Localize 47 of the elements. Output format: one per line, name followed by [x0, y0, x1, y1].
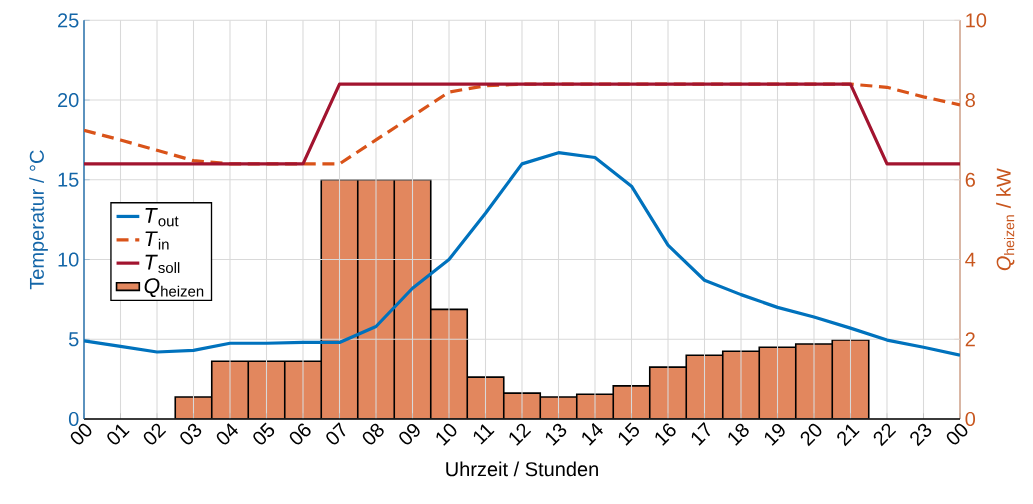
x-tick-label: 08 [362, 423, 384, 445]
x-tick-label: 18 [728, 423, 749, 446]
y-axis-title: Temperatur / °C [29, 150, 48, 290]
x-axis-title: Uhrzeit / Stunden [446, 461, 598, 477]
x-tick-label: 12 [509, 423, 532, 446]
y2-tick-label: 10 [966, 13, 987, 28]
bar [248, 361, 285, 419]
x-tick-label: 13 [545, 423, 567, 446]
x-tick-label: 07 [326, 422, 346, 445]
bar [321, 179, 358, 419]
legend-label: Q$_{heizen}$ [144, 278, 204, 298]
x-tick-label: 01 [107, 424, 130, 445]
x-tick-label: 03 [180, 423, 202, 445]
x-tick-label: 23 [910, 423, 932, 447]
x-tick-label: 10 [436, 423, 457, 446]
line-series [84, 151, 960, 357]
y2-axis-title: Q$_{heizen}$ / kW [996, 168, 1015, 271]
x-tick-label: 15 [618, 422, 639, 446]
legend-label: T$_{in}$ [145, 231, 169, 250]
x-tick-label: 16 [655, 423, 676, 446]
y2-tick-label: 8 [965, 92, 975, 108]
x-tick-label: 09 [399, 423, 420, 445]
y-tick-label: 15 [58, 172, 79, 187]
y2-tick-label: 4 [965, 252, 976, 267]
bar [394, 179, 431, 419]
x-tick-label: 14 [582, 423, 603, 446]
bar [759, 347, 796, 419]
y2-tick-label: 2 [965, 332, 975, 347]
legend-label: T$_{soll}$ [145, 254, 180, 274]
y-tick-label: 5 [68, 332, 79, 347]
x-tick-label: 02 [143, 423, 167, 445]
x-tick-label: 05 [253, 422, 275, 445]
x-tick-label: 17 [691, 421, 711, 446]
x-tick-label: 20 [800, 423, 822, 447]
x-tick-label: 04 [216, 423, 239, 445]
legend-label: T$_{out}$ [145, 208, 179, 227]
x-tick-label: 22 [873, 423, 897, 447]
x-tick-label: 06 [289, 423, 311, 445]
x-tick-label: 11 [473, 424, 495, 445]
bar [686, 355, 723, 419]
y2-tick-label: 6 [965, 172, 975, 187]
bar [831, 339, 870, 419]
x-tick-label: 21 [837, 424, 860, 447]
y-tick-label: 25 [58, 13, 79, 28]
y-tick-label: 20 [58, 92, 79, 108]
x-tick-label: 19 [764, 423, 785, 446]
y-tick-label: 10 [58, 252, 79, 267]
